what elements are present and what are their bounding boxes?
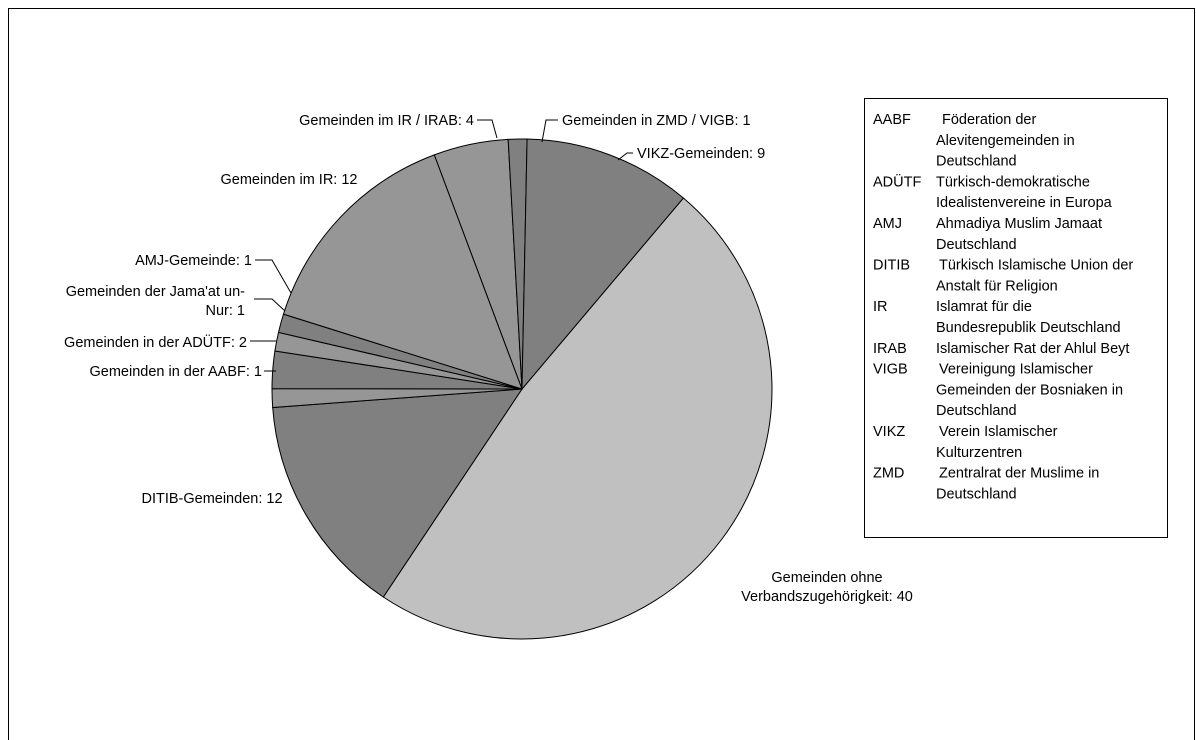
legend-desc-aabf: Föderation der	[942, 112, 1036, 128]
leader-line-10	[617, 152, 633, 161]
legend-desc-ditib: Anstalt für Religion	[936, 278, 1058, 294]
legend-abbr-ir: IR	[873, 299, 888, 315]
legend-desc-adütf: Türkisch-demokratische	[936, 174, 1090, 190]
legend-desc-ir: Bundesrepublik Deutschland	[936, 320, 1121, 336]
legend-abbr-irab: IRAB	[873, 341, 907, 357]
slice-label-8: Gemeinden im IR / IRAB: 4	[299, 113, 474, 129]
slice-label-1: Gemeinden ohne Verbandszugehörigkeit: 40	[741, 570, 913, 605]
leader-line-8	[477, 119, 498, 139]
slice-label-4: Gemeinden in der ADÜTF: 2	[64, 333, 247, 351]
leader-lines	[250, 119, 633, 372]
pie-slice-2	[272, 388, 523, 598]
legend-desc-vigb: Vereinigung Islamischer	[939, 362, 1093, 378]
legend-desc-vikz: Kulturzentren	[936, 445, 1022, 461]
legend-desc-vigb: Deutschland	[936, 403, 1017, 419]
pie-slice-1	[382, 197, 773, 640]
slice-label-6: AMJ-Gemeinde: 1	[135, 253, 252, 269]
legend-desc-aabf: Alevitengemeinden in	[936, 133, 1075, 149]
legend-desc-zmd: Zentralrat der Muslime in	[939, 466, 1099, 482]
slices	[271, 138, 773, 640]
legend-desc-ditib: Türkisch Islamische Union der	[939, 258, 1133, 274]
slice-label-10: VIKZ-Gemeinden: 9	[637, 146, 765, 162]
legend-abbr-ditib: DITIB	[873, 258, 910, 274]
slice-label-5: Gemeinden der Jama'at un-Nur: 1	[66, 284, 245, 319]
slice-label-7: Gemeinden im IR: 12	[220, 172, 357, 188]
legend-desc-irab: Islamischer Rat der Ahlul Beyt	[936, 341, 1129, 357]
legend-desc-zmd: Deutschland	[936, 486, 1017, 502]
legend-desc-amj: Deutschland	[936, 237, 1017, 253]
legend-desc-amj: Ahmadiya Muslim Jamaat	[936, 216, 1102, 232]
legend-box	[864, 98, 1168, 538]
legend-desc-adütf: Idealistenvereine in Europa	[936, 195, 1113, 211]
leader-line-6	[255, 259, 292, 294]
slice-labels: Gemeinden ohne Verbandszugehörigkeit: 40 D…	[64, 113, 913, 605]
slice-label-3: Gemeinden in der AABF: 1	[90, 364, 263, 380]
legend-desc-vigb: Gemeinden der Bosniaken in	[936, 382, 1123, 398]
legend-desc-ir: Islamrat für die	[936, 299, 1032, 315]
legend-desc-vikz: Verein Islamischer	[939, 424, 1058, 440]
legend-abbr-zmd: ZMD	[873, 466, 904, 482]
legend-abbr-vikz: VIKZ	[873, 424, 905, 440]
legend-abbr-vigb: VIGB	[873, 362, 908, 378]
pie-slice-10	[521, 138, 685, 391]
legend-desc-aabf: Deutschland	[936, 154, 1017, 170]
chart-border	[8, 8, 1195, 740]
legend-abbr-amj: AMJ	[873, 216, 902, 232]
leader-line-9	[541, 119, 558, 143]
legend-abbr-adütf: ADÜTF	[873, 172, 921, 190]
pie-slice-7	[282, 154, 523, 390]
slice-label-2: DITIB-Gemeinden: 12	[141, 491, 282, 507]
legend-abbr-aabf: AABF	[873, 112, 911, 128]
slice-label-9: Gemeinden in ZMD / VIGB: 1	[562, 113, 751, 129]
legend: AABF Föderation der Alevitengemeinden in De…	[864, 98, 1168, 538]
leader-line-5	[254, 298, 286, 312]
